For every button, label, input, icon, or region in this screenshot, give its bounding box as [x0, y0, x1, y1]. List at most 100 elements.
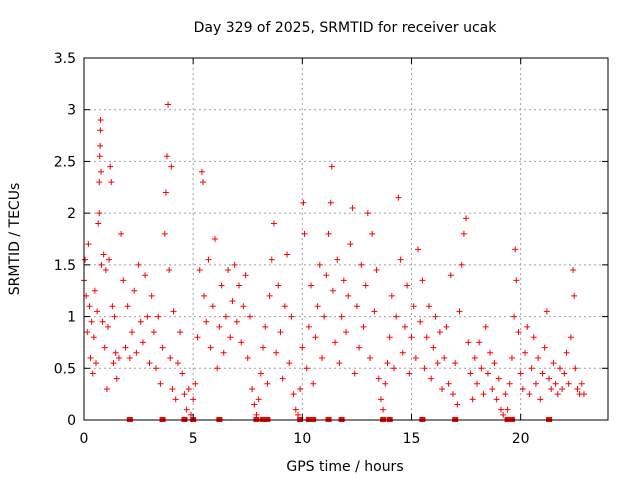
data-point: [86, 303, 93, 310]
data-point: [567, 334, 574, 341]
data-point: [345, 292, 352, 299]
data-point: [441, 354, 448, 361]
data-point: [115, 354, 122, 361]
data-point: [95, 220, 102, 227]
data-point: [196, 267, 203, 274]
data-point: [169, 385, 176, 392]
data-point: [96, 179, 103, 186]
data-point: [436, 329, 443, 336]
data-point: [393, 313, 400, 320]
data-point: [303, 365, 310, 372]
data-point: [349, 204, 356, 211]
data-point: [91, 287, 98, 294]
data-point: [338, 313, 345, 320]
data-point: [222, 313, 229, 320]
data-point: [177, 329, 184, 336]
data-point: [122, 344, 129, 351]
data-point: [423, 334, 430, 341]
data-point: [242, 272, 249, 279]
data-point: [101, 344, 108, 351]
data-point: [133, 349, 140, 356]
ticks-layer: [83, 57, 608, 421]
grid-layer: [84, 58, 608, 420]
data-point: [382, 380, 389, 387]
data-point: [537, 396, 544, 403]
data-point: [377, 396, 384, 403]
data-point: [251, 401, 258, 408]
data-point: [528, 365, 535, 372]
data-point: [458, 261, 465, 268]
data-point: [129, 329, 136, 336]
data-point: [229, 298, 236, 305]
data-point: [163, 153, 170, 160]
data-point: [434, 360, 441, 367]
data-point: [482, 323, 489, 330]
data-point: [205, 256, 212, 263]
data-point: [578, 380, 585, 387]
data-point: [153, 365, 160, 372]
data-point: [334, 256, 341, 263]
data-point: [240, 303, 247, 310]
data-point: [284, 251, 291, 258]
data-point: [327, 199, 334, 206]
data-point: [233, 318, 240, 325]
data-point: [131, 287, 138, 294]
data-point: [484, 370, 491, 377]
data-point: [231, 261, 238, 268]
data-point: [299, 344, 306, 351]
data-point: [105, 323, 112, 330]
data-point: [90, 334, 97, 341]
data-point: [288, 313, 295, 320]
data-point: [292, 406, 299, 413]
data-point: [399, 349, 406, 356]
data-point: [279, 375, 286, 382]
data-point: [266, 292, 273, 299]
data-point: [190, 396, 197, 403]
data-point: [546, 375, 553, 382]
data-point: [519, 385, 526, 392]
data-point: [225, 267, 232, 274]
data-point: [563, 349, 570, 356]
data-point: [194, 334, 201, 341]
data-point: [489, 385, 496, 392]
data-point: [395, 194, 402, 201]
data-point: [419, 277, 426, 284]
data-point: [522, 349, 529, 356]
data-point: [165, 101, 172, 108]
y-axis-label: SRMTID / TECUs: [7, 183, 23, 296]
data-point: [570, 267, 577, 274]
data-point: [552, 380, 559, 387]
data-point: [97, 117, 104, 124]
data-point: [367, 354, 374, 361]
data-point: [94, 308, 101, 315]
data-point: [548, 385, 555, 392]
data-point: [214, 365, 221, 372]
data-point: [504, 406, 511, 413]
x-axis-label: GPS time / hours: [286, 459, 403, 475]
data-point: [255, 396, 262, 403]
data-point: [253, 411, 260, 418]
x-tick-label: 10: [293, 431, 311, 447]
data-point: [110, 360, 117, 367]
data-point: [364, 210, 371, 217]
y-tick-label: 2: [67, 206, 76, 222]
data-point: [506, 380, 513, 387]
data-point: [340, 277, 347, 284]
data-point: [371, 308, 378, 315]
data-point: [162, 189, 169, 196]
data-point: [474, 380, 480, 387]
y-tick-label: 0.5: [54, 361, 76, 377]
x-tick-label: 5: [189, 431, 198, 447]
data-point: [343, 329, 349, 336]
data-point: [498, 406, 505, 413]
data-point: [106, 256, 113, 263]
data-point: [84, 329, 91, 336]
data-point: [580, 391, 587, 398]
data-point: [325, 230, 332, 237]
data-point: [430, 344, 437, 351]
data-point: [312, 334, 319, 341]
data-point: [513, 277, 520, 284]
data-point: [351, 370, 358, 377]
data-point: [227, 334, 234, 341]
data-point: [561, 370, 568, 377]
